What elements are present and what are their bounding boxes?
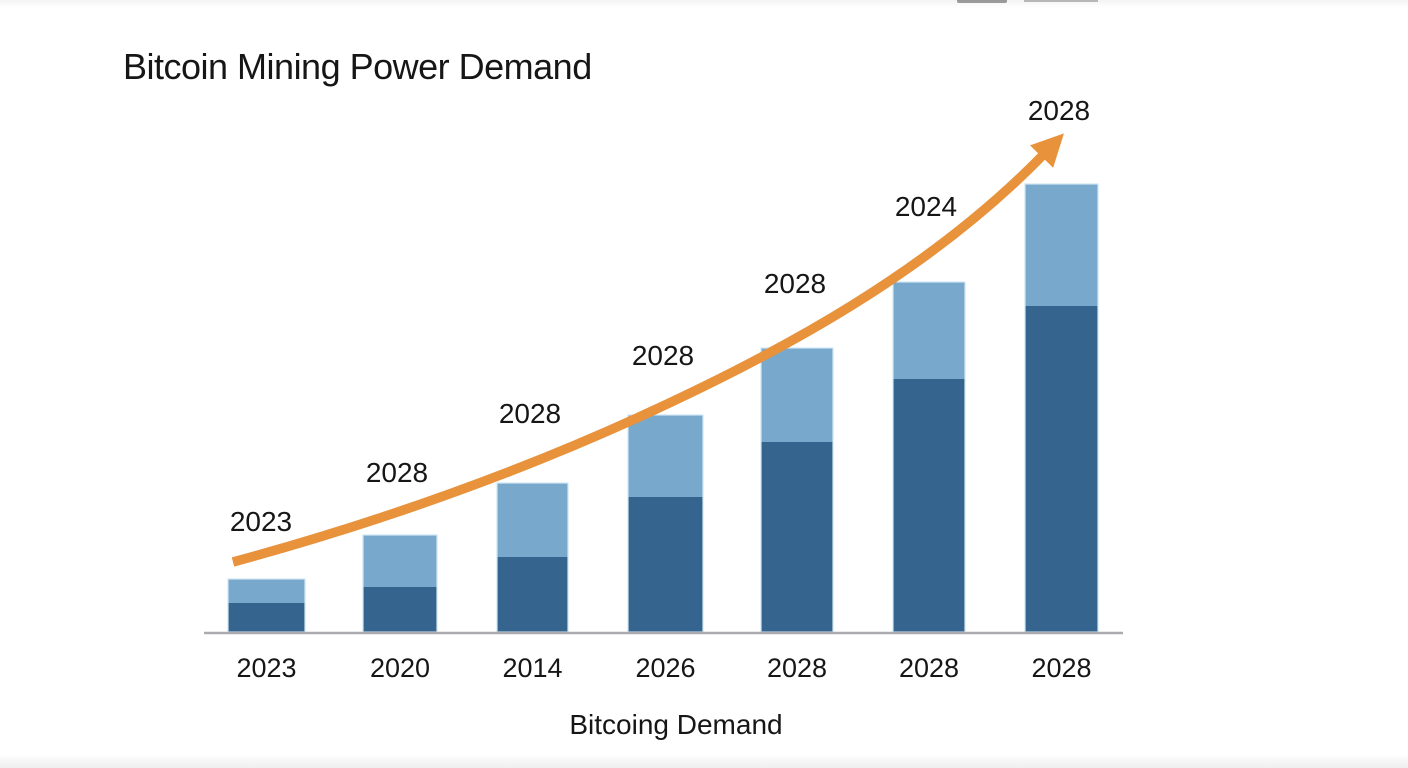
x-axis-tick-label: 2023	[236, 653, 296, 683]
trend-point-label: 2028	[366, 457, 428, 488]
trend-point-label: 2023	[230, 506, 292, 537]
x-axis-tick-label: 2028	[767, 653, 827, 683]
x-axis-caption: Bitcoing Demand	[569, 709, 783, 740]
bar-segment-light	[497, 483, 568, 557]
bar-segment-light	[363, 535, 437, 587]
trend-point-label: 2028	[499, 398, 561, 429]
bar-segment-light	[893, 282, 965, 379]
trend-point-label: 2028	[632, 340, 694, 371]
bar-segment-dark	[893, 379, 965, 632]
x-axis-tick-label: 2014	[502, 653, 562, 683]
bar-segment-dark	[1025, 306, 1098, 632]
bar-segment-dark	[228, 603, 305, 632]
x-axis-tick-label: 2028	[899, 653, 959, 683]
trend-point-label: 2028	[1028, 95, 1090, 126]
bar-segment-light	[1025, 184, 1098, 306]
bar-segment-light	[628, 415, 703, 497]
chart-title: Bitcoin Mining Power Demand	[123, 46, 592, 87]
bar-segment-light	[761, 348, 833, 442]
bar-segment-dark	[761, 442, 833, 632]
bar-segment-light	[228, 579, 305, 603]
trend-point-label: 2028	[764, 268, 826, 299]
trend-arrow	[231, 133, 1064, 567]
bar-segment-dark	[363, 587, 437, 632]
x-axis-tick-label: 2020	[370, 653, 430, 683]
trend-point-label: 2024	[895, 191, 957, 222]
bar-segment-dark	[628, 497, 703, 632]
bar-segment-dark	[497, 557, 568, 632]
x-axis-tick-label: 2026	[635, 653, 695, 683]
x-axis-tick-label: 2028	[1031, 653, 1091, 683]
